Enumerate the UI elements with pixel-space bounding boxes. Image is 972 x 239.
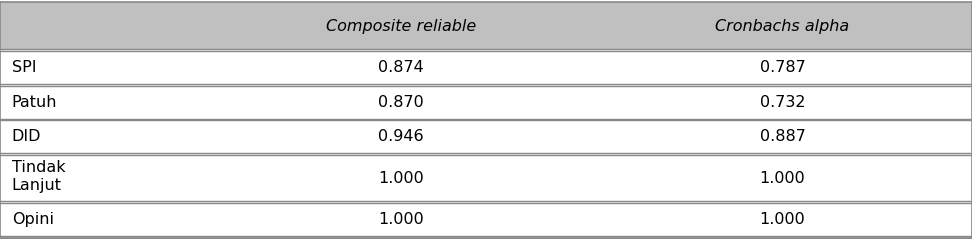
Text: 0.732: 0.732 <box>760 95 805 110</box>
Text: Composite reliable: Composite reliable <box>326 19 476 34</box>
Text: Opini: Opini <box>12 212 53 227</box>
Text: DID: DID <box>12 129 41 144</box>
Text: 0.887: 0.887 <box>759 129 806 144</box>
Bar <box>0 2 972 50</box>
Text: 1.000: 1.000 <box>759 171 806 185</box>
Text: 0.870: 0.870 <box>378 95 424 110</box>
Text: 0.946: 0.946 <box>378 129 424 144</box>
Text: Lanjut: Lanjut <box>12 178 61 193</box>
Text: Tindak: Tindak <box>12 160 65 175</box>
Text: 0.874: 0.874 <box>378 60 424 75</box>
Text: 0.787: 0.787 <box>759 60 806 75</box>
Text: 1.000: 1.000 <box>759 212 806 227</box>
Text: Patuh: Patuh <box>12 95 57 110</box>
Text: 1.000: 1.000 <box>378 212 424 227</box>
Text: Cronbachs alpha: Cronbachs alpha <box>715 19 850 34</box>
Text: SPI: SPI <box>12 60 36 75</box>
Text: 1.000: 1.000 <box>378 171 424 185</box>
